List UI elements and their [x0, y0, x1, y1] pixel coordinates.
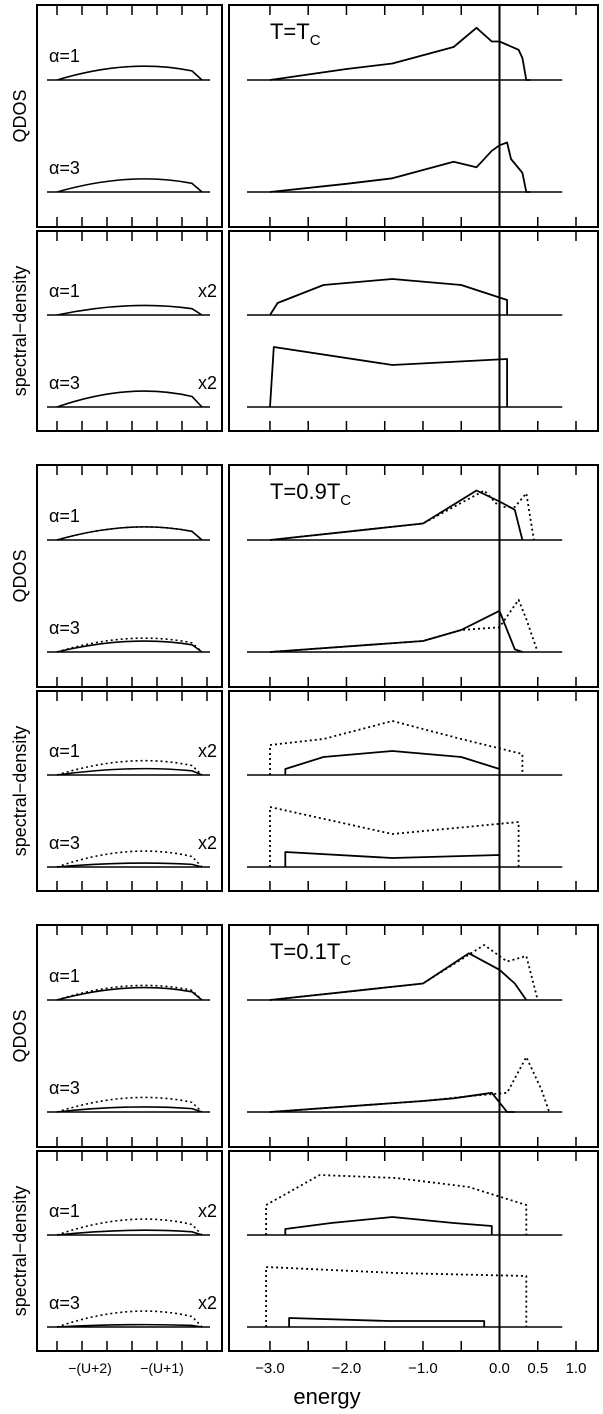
solid-curve — [284, 1216, 493, 1235]
solid-curve — [269, 609, 523, 653]
left-curve — [56, 304, 203, 316]
alpha-label: α=3 — [49, 373, 80, 393]
left-curve — [56, 759, 203, 776]
left-panel-frame — [36, 924, 223, 1148]
scale-label: x2 — [198, 373, 217, 393]
right-panel-frame — [228, 230, 599, 432]
alpha-label: α=3 — [49, 1078, 80, 1098]
temperature-label: T=0.9TC — [270, 479, 351, 509]
x-tick-label: −2.0 — [332, 1360, 362, 1377]
left-tick-label: −(U+1) — [140, 1360, 184, 1376]
alpha-label: α=1 — [49, 46, 80, 66]
alpha-label: α=1 — [49, 1201, 80, 1221]
right-panel-frame — [228, 4, 599, 228]
left-panel-frame — [36, 230, 223, 432]
spectral-density-row-label: spectral−density — [10, 726, 30, 857]
left-curve — [56, 850, 203, 868]
left-curve — [56, 1323, 203, 1328]
left-curve — [56, 1096, 203, 1113]
left-curve — [56, 390, 203, 408]
left-curve — [56, 984, 203, 1001]
x-tick-label: 0.0 — [489, 1360, 510, 1377]
scale-label: x2 — [198, 833, 217, 853]
qdos-row-label: QDOS — [10, 549, 30, 602]
left-panel-frame — [36, 464, 223, 688]
spectral-density-row-label: spectral−density — [10, 266, 30, 397]
temperature-subscript: C — [310, 32, 321, 49]
solid-curve — [269, 26, 531, 81]
solid-curve — [269, 346, 508, 408]
scale-label: x2 — [198, 281, 217, 301]
solid-curve — [284, 750, 501, 775]
left-curve — [56, 526, 203, 541]
left-curve — [56, 862, 203, 868]
spectral-density-row-label: spectral−density — [10, 1186, 30, 1317]
scale-label: x2 — [198, 1201, 217, 1221]
left-curve — [56, 1310, 203, 1328]
dotted-curve — [269, 489, 535, 541]
left-curve — [56, 637, 203, 653]
temperature-label: T=0.1TC — [270, 939, 351, 969]
dotted-curve — [269, 944, 539, 1001]
dotted-curve — [269, 806, 520, 867]
x-axis-label: energy — [293, 1384, 360, 1409]
solid-curve — [269, 952, 528, 1001]
scale-label: x2 — [198, 1293, 217, 1313]
dotted-curve — [269, 1056, 551, 1113]
alpha-label: α=1 — [49, 966, 80, 986]
axis-ticks — [56, 5, 577, 1351]
left-curve — [56, 526, 203, 541]
alpha-label: α=3 — [49, 618, 80, 638]
x-tick-label: −3.0 — [255, 1360, 285, 1377]
alpha-label: α=3 — [49, 833, 80, 853]
left-panel-frame — [36, 1150, 223, 1352]
alpha-label: α=3 — [49, 158, 80, 178]
solid-curve — [288, 1317, 486, 1327]
solid-curve — [269, 489, 524, 541]
x-tick-label: −1.0 — [408, 1360, 438, 1377]
left-panel-frame — [36, 4, 223, 228]
solid-curve — [269, 1091, 515, 1113]
left-curve — [56, 640, 203, 653]
curves — [47, 26, 563, 1328]
left-curve — [56, 1106, 203, 1113]
right-panel-frame — [228, 464, 599, 688]
dotted-curve — [269, 598, 539, 653]
solid-curve — [269, 278, 508, 316]
temperature-subscript: C — [340, 492, 351, 509]
alpha-label: α=3 — [49, 1293, 80, 1313]
left-curve — [56, 986, 203, 1001]
x-tick-label: 1.0 — [566, 1360, 587, 1377]
left-curve — [56, 65, 203, 81]
scale-label: x2 — [198, 741, 217, 761]
temperature-label: T=TC — [270, 19, 321, 49]
left-tick-label: −(U+2) — [68, 1360, 112, 1376]
panel-frames — [36, 4, 599, 1352]
left-curve — [56, 178, 203, 193]
alpha-label: α=1 — [49, 281, 80, 301]
left-curve — [56, 767, 203, 776]
qdos-row-label: QDOS — [10, 1009, 30, 1062]
solid-curve — [269, 141, 531, 193]
right-panel-frame — [228, 924, 599, 1148]
solid-curve — [284, 851, 501, 867]
qdos-row-label: QDOS — [10, 89, 30, 142]
dotted-curve — [265, 1266, 528, 1327]
alpha-label: α=1 — [49, 506, 80, 526]
right-panel-frame — [228, 690, 599, 892]
left-curve — [56, 1218, 203, 1236]
left-panel-frame — [36, 690, 223, 892]
dotted-curve — [269, 720, 524, 775]
temperature-subscript: C — [340, 952, 351, 969]
x-tick-label: 0.5 — [527, 1360, 548, 1377]
dotted-curve — [265, 1174, 528, 1235]
left-curve — [56, 1229, 203, 1236]
alpha-label: α=1 — [49, 741, 80, 761]
right-panel-frame — [228, 1150, 599, 1352]
